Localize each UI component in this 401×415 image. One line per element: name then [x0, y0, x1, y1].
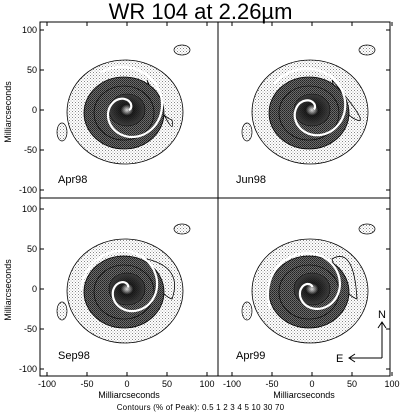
panel-label-apr98: Apr98	[58, 174, 87, 186]
inner-contour	[278, 85, 340, 141]
x-tick-label: 0	[124, 379, 129, 389]
contour-island	[56, 122, 68, 142]
y-tick-label: 50	[27, 65, 37, 75]
x-tick-label: 100	[199, 379, 214, 389]
inner-contour	[93, 264, 155, 320]
y-tick-label: -100	[19, 185, 37, 195]
x-tick-label: 50	[347, 379, 357, 389]
x-tick-label: 0	[309, 379, 314, 389]
y-tick-label: -50	[24, 324, 37, 334]
compass	[348, 321, 387, 363]
figure-title: WR 104 at 2.26µm	[108, 0, 293, 24]
panel-label-jun98: Jun98	[236, 174, 266, 186]
y-tick-label: 0	[32, 284, 37, 294]
contour-island	[173, 44, 191, 56]
contour-island	[56, 301, 68, 321]
contour-island	[241, 301, 253, 321]
innermost-contour	[293, 272, 331, 306]
spiral-arm	[272, 67, 347, 137]
x-tick-label: -100	[38, 379, 56, 389]
y-tick-label: 100	[22, 204, 37, 214]
contour-island	[358, 44, 376, 56]
nebula-image-0	[56, 44, 191, 165]
nebula-image-3	[241, 223, 376, 344]
innermost-contour	[108, 272, 146, 306]
y-tick-label: -50	[24, 145, 37, 155]
panel-label-sep98: Sep98	[58, 350, 90, 362]
nebula-image-2	[56, 223, 191, 344]
spiral-arm	[79, 249, 159, 313]
y-tick-label: 0	[32, 105, 37, 115]
spiral-arm	[99, 65, 164, 139]
nebula-image-1	[241, 44, 376, 165]
panel-frame-br	[217, 197, 391, 377]
contour-caption: Contours (% of Peak): 0.5 1 2 3 4 5 10 3…	[116, 403, 285, 412]
panel-label-apr99: Apr99	[236, 350, 265, 362]
x-tick-label: 50	[162, 379, 172, 389]
contour-island	[358, 223, 376, 235]
x-tick-label: -100	[223, 379, 241, 389]
x-tick-label: 100	[384, 379, 399, 389]
x-axis-label-left: Milliarcseconds	[98, 390, 160, 400]
contour-island	[173, 223, 191, 235]
y-axis-label-top: Milliarcseconds	[3, 81, 13, 143]
y-tick-label: 100	[22, 25, 37, 35]
inner-contour	[93, 85, 155, 141]
y-tick-label: -100	[19, 364, 37, 374]
x-axis-label-right: Milliarcseconds	[273, 390, 335, 400]
y-axis-label-bottom: Milliarcseconds	[3, 259, 13, 321]
contour-island	[241, 122, 253, 142]
spiral-arm	[266, 251, 342, 310]
y-tick-label: 50	[27, 244, 37, 254]
compass-east-label: E	[336, 353, 343, 365]
x-tick-label: -50	[80, 379, 93, 389]
innermost-contour	[293, 93, 331, 127]
x-tick-label: -50	[265, 379, 278, 389]
compass-north-label: N	[378, 309, 386, 321]
